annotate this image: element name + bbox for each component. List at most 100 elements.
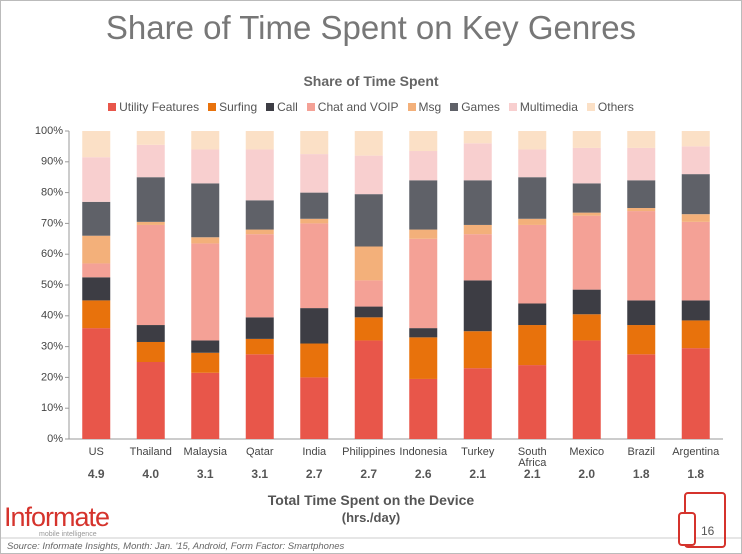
bar-segment [354,246,383,281]
bar-segment [354,280,383,307]
logo: Informate [4,502,110,532]
x-tick-label: Thailand [129,446,172,458]
legend-swatch [266,103,275,111]
x-tick-label: Brazil [627,446,655,458]
bar-segment [354,306,383,318]
bar-segment [627,325,656,355]
legend-label: Games [461,100,500,114]
legend-item: Chat and VOIP [306,100,399,114]
time-value: 2.0 [578,467,596,481]
bar-segment [681,221,710,301]
legend-swatch [108,103,117,111]
legend-swatch [306,103,315,111]
bar-segment [409,337,438,379]
x-tick-label: India [302,446,327,458]
chart-title: Share of Time Spent [303,73,439,89]
bar-segment [245,200,274,230]
y-tick-label: 10% [41,402,63,414]
source: Source: Informate Insights, Month: Jan. … [7,541,345,552]
legend-label: Utility Features [119,100,200,114]
legend-swatch [407,103,416,111]
legend: Utility Features Surfing Call Chat and VOIP… [1,100,741,114]
bar-segment [245,229,274,235]
y-tick-label: 60% [41,248,63,260]
bar-segment [300,343,329,378]
bar-segment [681,348,710,439]
bar-segment [627,300,656,326]
legend-item: Msg [407,100,442,114]
legend-label: Msg [418,100,442,114]
bar-segment [463,234,492,281]
y-tick-label: 20% [41,371,63,383]
bar-segment [518,177,547,219]
page-number: 16 [701,524,715,538]
bar-segment [191,340,220,353]
bar-segment [354,155,383,195]
bar-segment [191,131,220,150]
legend-swatch [208,103,217,111]
bar-segment [572,183,601,213]
bar-segment [136,341,165,362]
bar-segment [245,234,274,318]
bar-segment [136,362,165,439]
bar-segment [136,144,165,178]
bar-segment [82,300,111,329]
legend-swatch [586,103,595,111]
bar-segment [627,180,656,208]
legend-label: Chat and VOIP [317,100,399,114]
time-value: 2.1 [523,467,541,481]
bar-segment [82,157,111,202]
legend-swatch [508,103,517,111]
x-tick-label: Argentina [672,446,720,458]
bar-segment [300,131,329,155]
time-value: 1.8 [632,467,650,481]
x-tick-label: Indonesia [399,446,448,458]
bar-segment [136,221,165,225]
bar-segment [463,224,492,235]
legend-label: Call [277,100,298,114]
bar-segment [82,235,111,264]
y-tick-label: 70% [41,217,63,229]
legend-item: Multimedia [508,100,578,114]
bar-segment [627,354,656,439]
y-tick-label: 30% [41,341,63,353]
legend-swatch [450,103,459,111]
bar-segment [572,147,601,184]
bar-segment [300,377,329,439]
bar-segment [463,143,492,181]
bar-segment [518,218,547,225]
bar-segment [409,328,438,338]
time-value: 1.8 [687,467,705,481]
bar-segment [354,131,383,156]
bar-segment [409,378,438,439]
legend-item: Surfing [208,100,257,114]
legend-item: Call [266,100,298,114]
bar-segment [463,368,492,439]
y-tick-label: 90% [41,156,63,168]
bar-segment [82,131,111,158]
bar-segment [409,151,438,181]
bar-segment [409,131,438,152]
bar-segment [354,317,383,341]
legend-label: Multimedia [519,100,578,114]
bar-segment [518,325,547,366]
bar-segment [82,201,111,236]
bar-segment [300,192,329,219]
y-tick-label: 80% [41,187,63,199]
legend-label: Others [597,100,634,114]
time-value: 4.9 [87,467,105,481]
bar-segment [463,280,492,332]
x-tick-label: Philippines [342,446,396,458]
x-tick-label: Qatar [245,446,274,458]
bar-segment [191,243,220,341]
bar-segment [572,340,601,439]
bar-segment [300,218,329,224]
legend-label: Surfing [219,100,258,114]
bar-segment [518,224,547,304]
bar-segment [82,277,111,301]
bar-segment [191,149,220,184]
time-value: 2.7 [305,467,323,481]
bar-segment [409,180,438,230]
